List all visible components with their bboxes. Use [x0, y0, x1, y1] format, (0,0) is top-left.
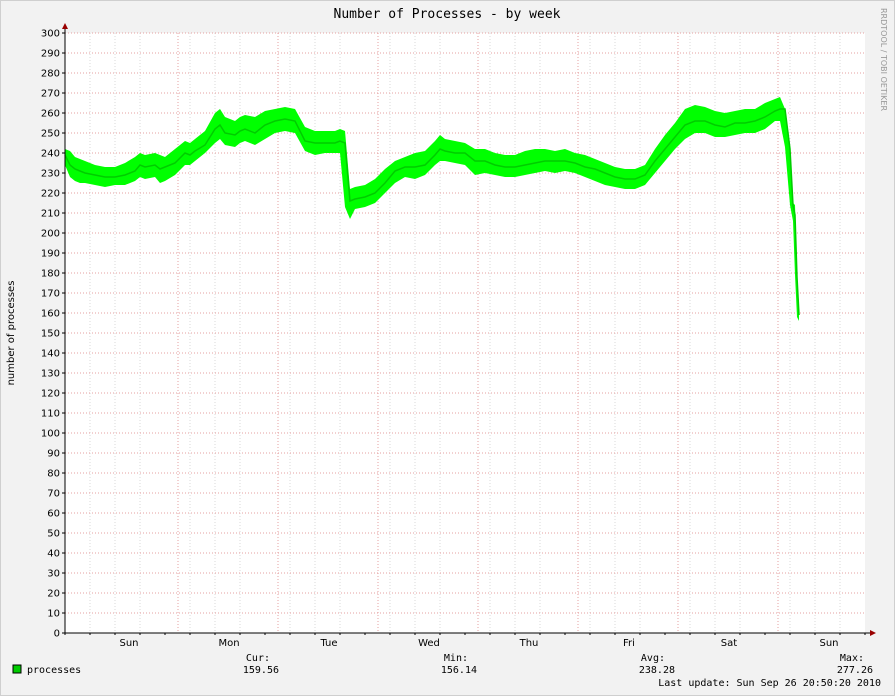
legend-cur-label: Cur:	[246, 653, 270, 664]
legend-series-name: processes	[27, 665, 81, 676]
last-update: Last update: Sun Sep 26 20:50:20 2010	[658, 678, 881, 689]
y-tick-label: 0	[54, 629, 60, 640]
y-tick-label: 140	[41, 349, 60, 360]
x-tick-labels: Sun Mon Tue Wed Thu Fri Sat Sun	[119, 638, 838, 649]
y-tick-label: 300	[41, 29, 60, 40]
y-tick-label: 90	[47, 449, 60, 460]
y-tick-label: 220	[41, 189, 60, 200]
y-tick-label: 10	[47, 609, 60, 620]
y-tick-label: 100	[41, 429, 60, 440]
y-tick-label: 30	[47, 569, 60, 580]
x-day-label: Thu	[519, 638, 539, 649]
legend-max-label: Max:	[840, 653, 864, 664]
x-day-label: Sun	[819, 638, 838, 649]
series-band-processes	[65, 97, 799, 321]
y-tick-label: 250	[41, 129, 60, 140]
chart-title: Number of Processes - by week	[334, 7, 561, 22]
y-tick-label: 70	[47, 489, 60, 500]
legend-cur-value: 159.56	[243, 665, 279, 676]
grid	[64, 32, 865, 633]
y-tick-label: 210	[41, 209, 60, 220]
y-tick-label: 40	[47, 549, 60, 560]
x-day-label: Sat	[721, 638, 737, 649]
y-tick-labels: 0 10 20 30 40 50 60 70 80 90 100 110 120 130 140 150 160…	[41, 29, 60, 640]
watermark: RRDTOOL / TOBI OETIKER	[879, 8, 888, 111]
y-tick-label: 180	[41, 269, 60, 280]
y-tick-label: 60	[47, 509, 60, 520]
legend-avg-label: Avg:	[641, 653, 665, 664]
x-day-label: Fri	[623, 638, 635, 649]
y-tick-label: 270	[41, 89, 60, 100]
legend: processes Cur: 159.56 Min: 156.14 Avg: 2…	[12, 653, 881, 689]
y-tick-label: 230	[41, 169, 60, 180]
y-tick-label: 130	[41, 369, 60, 380]
y-tick-label: 200	[41, 229, 60, 240]
legend-swatch	[12, 664, 22, 674]
y-tick-label: 160	[41, 309, 60, 320]
legend-min-value: 156.14	[441, 665, 477, 676]
x-day-label: Wed	[418, 638, 440, 649]
x-day-label: Tue	[319, 638, 337, 649]
y-tick-label: 240	[41, 149, 60, 160]
y-axis-arrow	[62, 23, 68, 29]
x-day-label: Sun	[119, 638, 138, 649]
axes	[62, 23, 876, 636]
y-tick-label: 190	[41, 249, 60, 260]
x-axis-arrow	[870, 630, 876, 636]
y-tick-label: 20	[47, 589, 60, 600]
legend-avg-value: 238.28	[639, 665, 675, 676]
y-tick-label: 120	[41, 389, 60, 400]
y-tick-label: 290	[41, 49, 60, 60]
series-line-processes	[64, 108, 800, 316]
y-tick-label: 260	[41, 109, 60, 120]
y-axis-label: number of processes	[6, 281, 17, 386]
y-tick-label: 110	[41, 409, 60, 420]
y-tick-label: 80	[47, 469, 60, 480]
legend-min-label: Min:	[444, 653, 468, 664]
x-day-label: Mon	[218, 638, 239, 649]
y-tick-label: 150	[41, 329, 60, 340]
legend-max-value: 277.26	[837, 665, 873, 676]
y-tick-label: 280	[41, 69, 60, 80]
y-tick-label: 170	[41, 289, 60, 300]
y-tick-label: 50	[47, 529, 60, 540]
series-group	[64, 97, 800, 321]
